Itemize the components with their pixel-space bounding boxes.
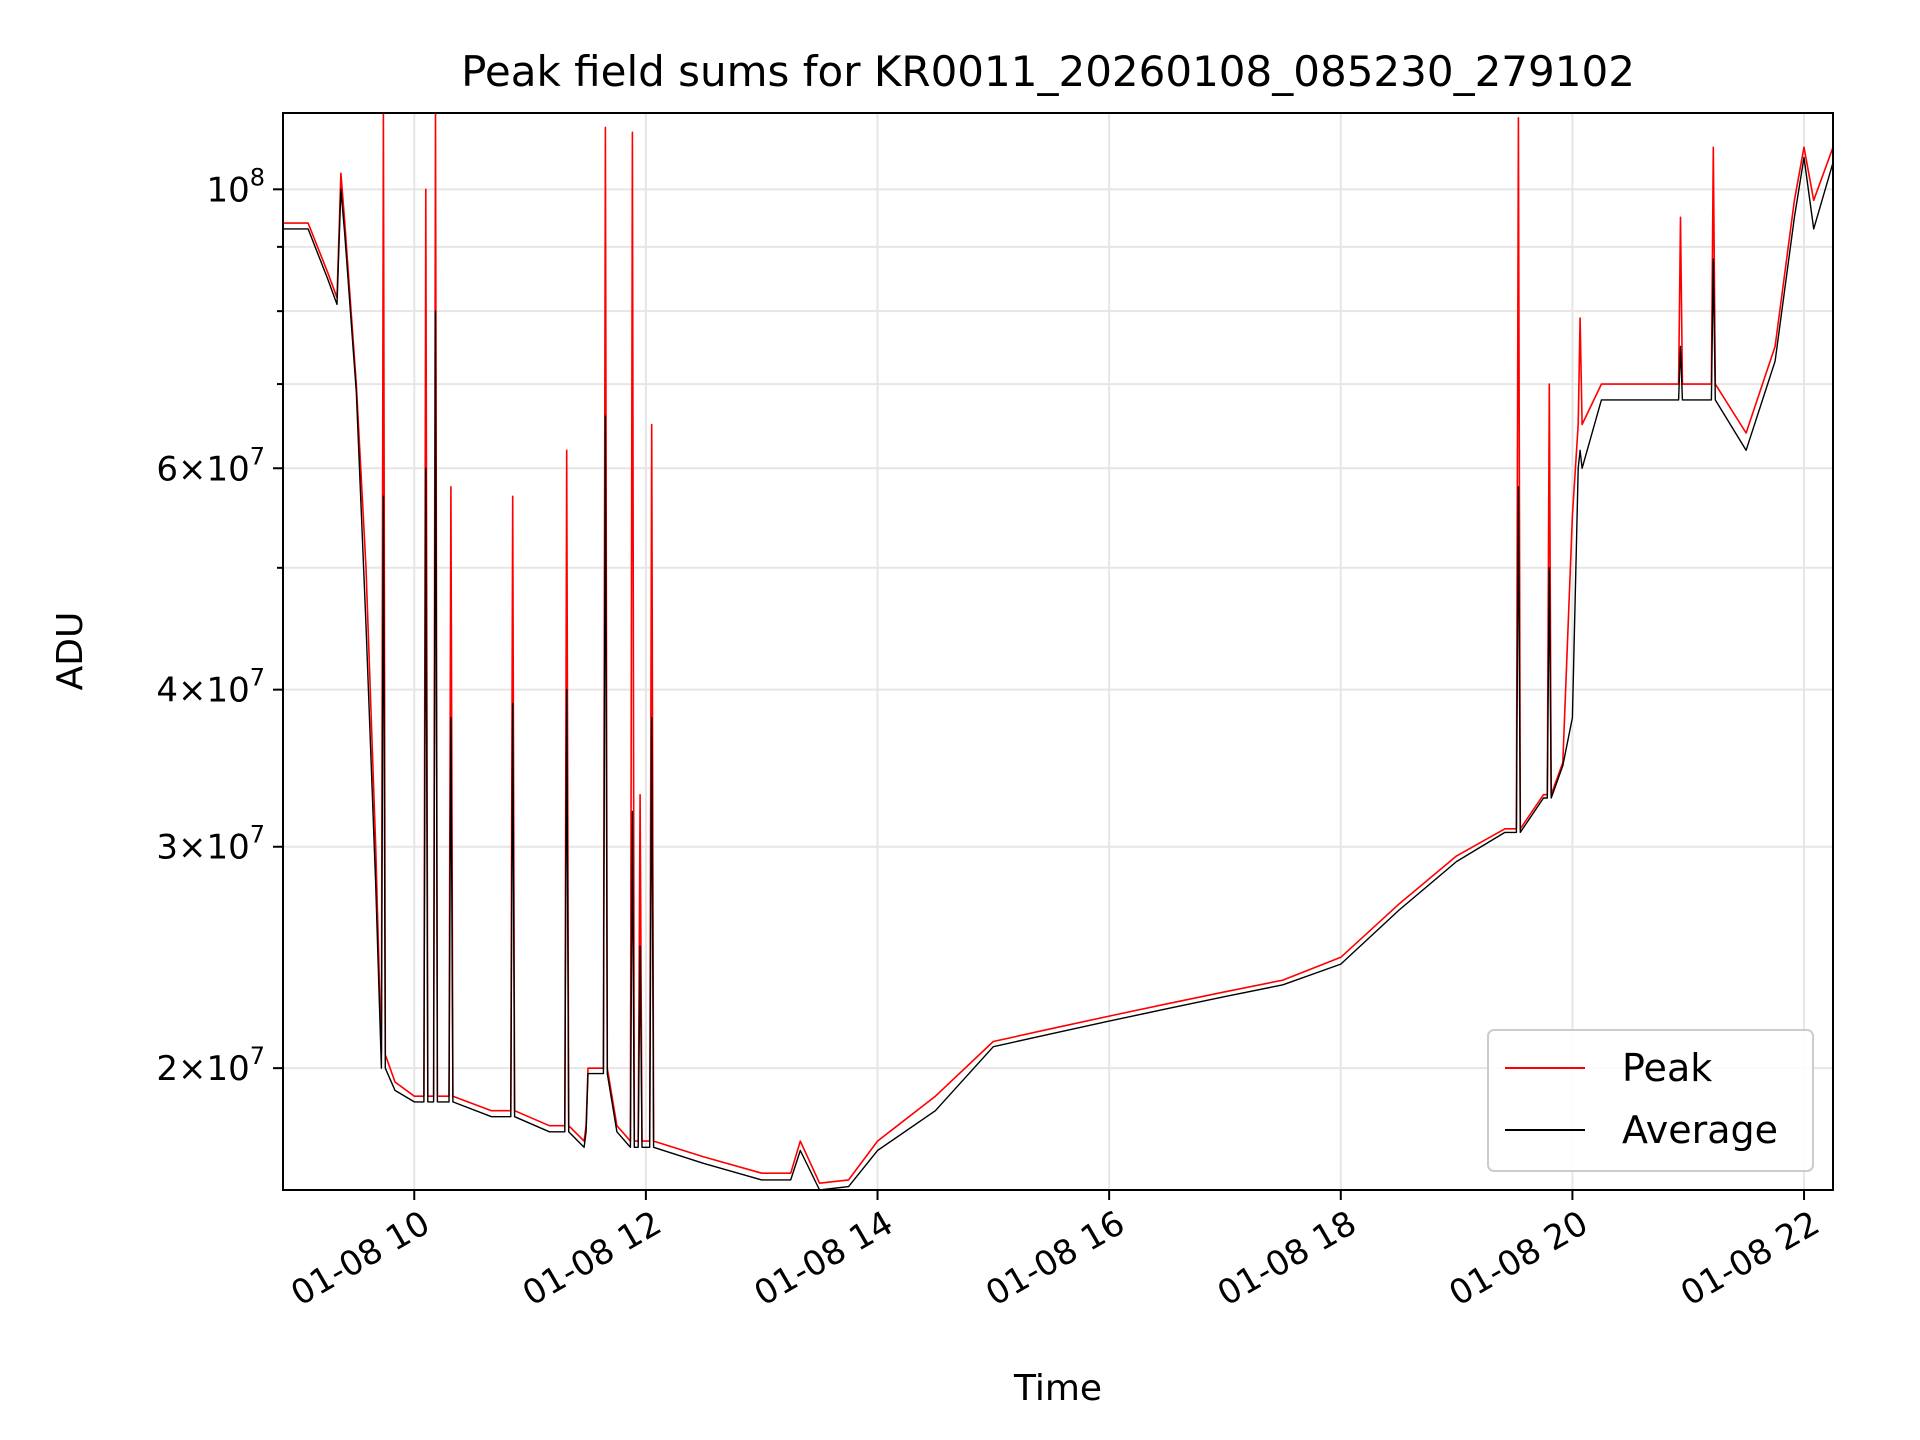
x-tick-label: 01-08 22 <box>1674 1203 1826 1314</box>
legend-box <box>1487 1029 1814 1172</box>
y-tick-label: 3×107 <box>156 821 265 868</box>
x-tick-label: 01-08 20 <box>1443 1203 1595 1314</box>
y-tick-label: 6×107 <box>156 442 265 489</box>
legend-label-average: Average <box>1622 1108 1778 1152</box>
chart-title: Peak field sums for KR0011_20260108_0852… <box>461 47 1635 96</box>
legend: Peak Average <box>1487 1029 1814 1172</box>
y-tick-label: 2×107 <box>156 1042 265 1089</box>
x-tick-label: 01-08 18 <box>1211 1203 1363 1314</box>
x-tick-label: 01-08 16 <box>979 1203 1131 1314</box>
legend-label-peak: Peak <box>1622 1046 1712 1090</box>
x-tick-label: 01-08 14 <box>748 1203 900 1314</box>
plot-frame <box>282 112 1834 1191</box>
x-axis-label: Time <box>1013 1368 1102 1409</box>
series-layer <box>283 112 1834 1191</box>
y-tick-label: 108 <box>206 163 265 210</box>
x-tick-label: 01-08 10 <box>284 1203 436 1314</box>
series-line-peak <box>283 112 1834 1184</box>
series-line-average <box>283 156 1834 1191</box>
y-tick-label: 4×107 <box>156 664 265 711</box>
y-axis-label: ADU <box>50 612 91 691</box>
x-tick-label: 01-08 12 <box>516 1203 668 1314</box>
grid-lines <box>283 113 1833 1190</box>
